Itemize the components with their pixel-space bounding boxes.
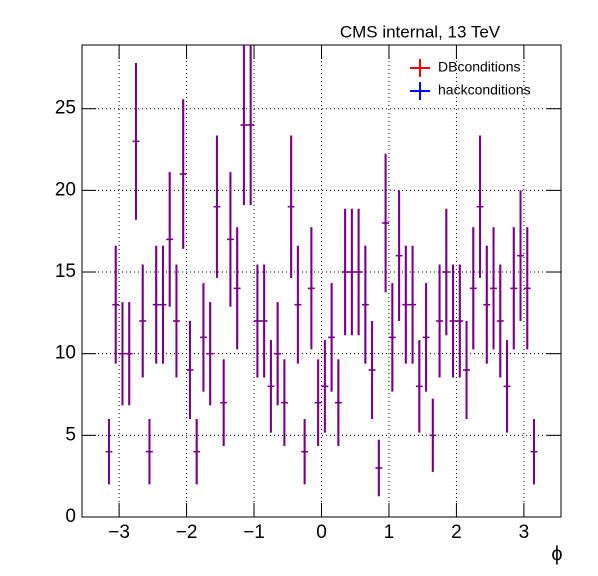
x-tick-label: −3 bbox=[108, 522, 130, 543]
plot-frame bbox=[81, 44, 562, 518]
chart-title: CMS internal, 13 TeV bbox=[340, 22, 501, 41]
x-tick-label: −1 bbox=[243, 522, 265, 543]
y-tick-label: 5 bbox=[65, 424, 76, 445]
x-tick-label: 0 bbox=[316, 522, 327, 543]
y-tick-label: 0 bbox=[65, 506, 76, 527]
y-tick-label: 10 bbox=[55, 343, 76, 364]
legend-label: hackconditions bbox=[438, 82, 531, 98]
legend-label: DBconditions bbox=[438, 59, 521, 75]
y-tick-label: 15 bbox=[55, 261, 76, 282]
x-tick-label: 1 bbox=[384, 522, 395, 543]
x-axis-label: ϕ bbox=[551, 543, 562, 565]
series bbox=[105, 45, 538, 497]
x-tick-label: −2 bbox=[176, 522, 198, 543]
y-tick-label: 20 bbox=[55, 179, 76, 200]
x-tick-label: 3 bbox=[519, 522, 530, 543]
y-tick-label: 25 bbox=[55, 98, 76, 119]
x-tick-label: 2 bbox=[451, 522, 462, 543]
